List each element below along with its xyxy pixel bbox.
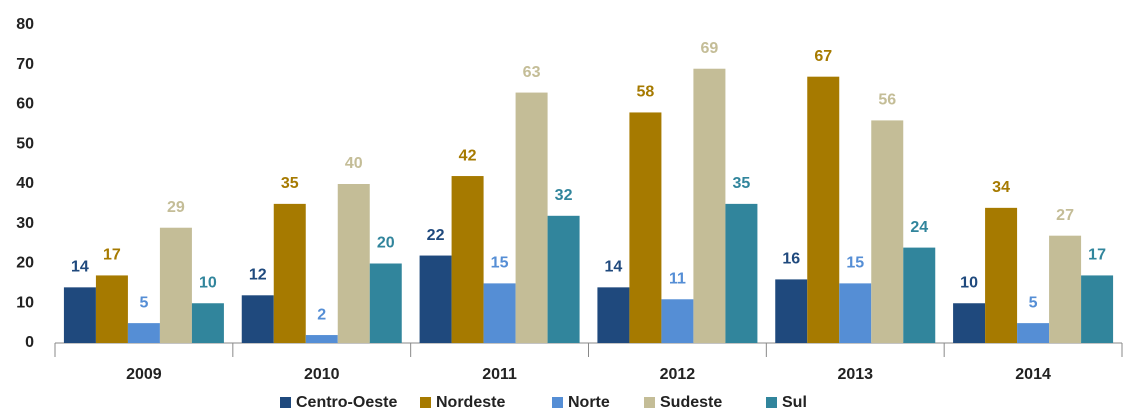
data-label: 20 bbox=[377, 235, 395, 252]
data-label: 56 bbox=[878, 92, 896, 109]
bar bbox=[369, 263, 402, 343]
data-label: 42 bbox=[459, 147, 477, 164]
data-label: 12 bbox=[249, 267, 267, 284]
y-tick-label: 80 bbox=[16, 16, 34, 33]
data-label: 15 bbox=[846, 255, 864, 272]
data-label: 67 bbox=[814, 48, 832, 65]
data-label: 15 bbox=[491, 255, 509, 272]
data-label: 5 bbox=[1029, 294, 1038, 311]
bar bbox=[953, 303, 986, 343]
x-tick-label: 2013 bbox=[837, 366, 873, 383]
bar bbox=[725, 203, 758, 343]
data-label: 17 bbox=[103, 247, 121, 264]
bar bbox=[419, 255, 452, 343]
bar bbox=[985, 207, 1018, 343]
data-label: 2 bbox=[317, 306, 326, 323]
bar bbox=[127, 323, 160, 343]
x-tick-label: 2010 bbox=[304, 366, 340, 383]
y-tick-label: 0 bbox=[25, 334, 34, 351]
legend-swatch bbox=[420, 397, 431, 408]
x-tick-label: 2012 bbox=[660, 366, 696, 383]
y-tick-label: 70 bbox=[16, 56, 34, 73]
data-label: 35 bbox=[281, 175, 299, 192]
legend-label: Sul bbox=[782, 394, 807, 411]
legend-label: Sudeste bbox=[660, 394, 722, 411]
legend-label: Norte bbox=[568, 394, 610, 411]
legend-swatch bbox=[644, 397, 655, 408]
data-label: 11 bbox=[669, 270, 686, 287]
legend-swatch bbox=[766, 397, 777, 408]
bar bbox=[483, 283, 516, 343]
bar bbox=[629, 112, 662, 343]
data-label: 14 bbox=[71, 259, 89, 276]
x-tick-label: 2009 bbox=[126, 366, 162, 383]
bar bbox=[839, 283, 872, 343]
bar bbox=[903, 247, 936, 343]
bar bbox=[63, 287, 96, 343]
bar bbox=[1049, 235, 1082, 343]
bar bbox=[305, 335, 338, 343]
data-label: 14 bbox=[605, 259, 623, 276]
bar bbox=[241, 295, 274, 343]
data-label: 17 bbox=[1088, 247, 1106, 264]
bar bbox=[807, 76, 840, 344]
data-label: 5 bbox=[139, 294, 148, 311]
x-tick-label: 2014 bbox=[1015, 366, 1051, 383]
legend-label: Nordeste bbox=[436, 394, 505, 411]
x-tick-label: 2011 bbox=[482, 366, 517, 383]
bar bbox=[1017, 323, 1050, 343]
legend-label: Centro-Oeste bbox=[296, 394, 397, 411]
bar bbox=[1081, 275, 1114, 343]
data-label: 16 bbox=[782, 251, 800, 268]
y-tick-label: 20 bbox=[16, 255, 34, 272]
bar bbox=[337, 184, 370, 343]
data-label: 24 bbox=[910, 219, 928, 236]
data-label: 10 bbox=[960, 274, 978, 291]
y-tick-label: 60 bbox=[16, 96, 34, 113]
bar bbox=[451, 176, 484, 343]
y-tick-label: 40 bbox=[16, 175, 34, 192]
data-label: 29 bbox=[167, 199, 185, 216]
bar bbox=[191, 303, 224, 343]
bar bbox=[547, 215, 580, 343]
bar bbox=[775, 279, 808, 343]
bar bbox=[515, 92, 548, 343]
bar bbox=[159, 227, 192, 343]
bar bbox=[693, 68, 726, 343]
y-tick-label: 30 bbox=[16, 215, 34, 232]
data-label: 32 bbox=[555, 187, 573, 204]
bar bbox=[95, 275, 128, 343]
y-tick-label: 50 bbox=[16, 135, 34, 152]
data-label: 58 bbox=[637, 84, 655, 101]
data-label: 69 bbox=[701, 40, 719, 57]
data-label: 10 bbox=[199, 274, 217, 291]
data-label: 35 bbox=[733, 175, 751, 192]
legend-swatch bbox=[552, 397, 563, 408]
bar bbox=[871, 120, 904, 344]
legend-swatch bbox=[280, 397, 291, 408]
bar bbox=[597, 287, 630, 343]
data-label: 63 bbox=[523, 64, 541, 81]
data-label: 27 bbox=[1056, 207, 1074, 224]
data-label: 40 bbox=[345, 155, 363, 172]
data-label: 22 bbox=[427, 227, 445, 244]
bar bbox=[273, 203, 306, 343]
bar bbox=[661, 299, 694, 343]
y-tick-label: 10 bbox=[16, 294, 34, 311]
data-label: 34 bbox=[992, 179, 1010, 196]
